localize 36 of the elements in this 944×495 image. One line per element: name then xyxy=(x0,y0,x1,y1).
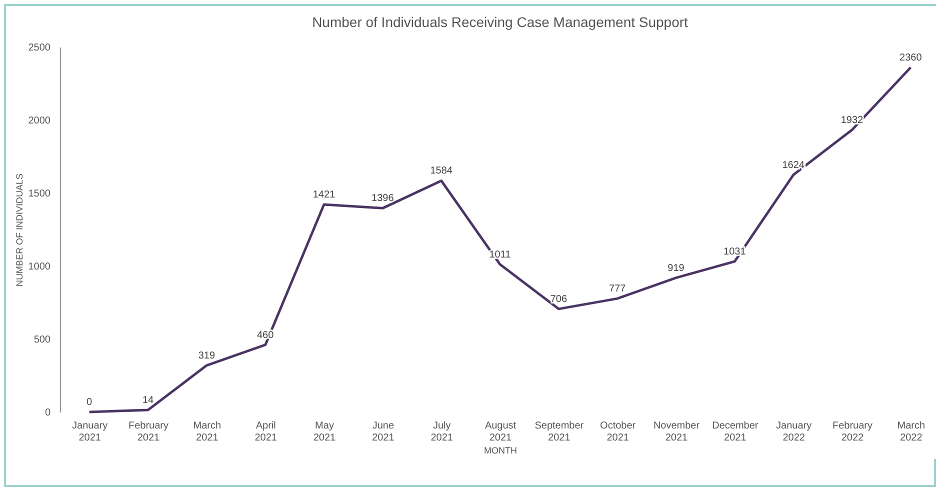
data-label: 2360 xyxy=(900,52,922,64)
x-tick-label: February 2021 xyxy=(128,420,169,444)
data-label: 1624 xyxy=(782,160,805,171)
x-tick-label: August 2021 xyxy=(484,420,516,444)
x-tick-label: January 2021 xyxy=(72,420,108,444)
data-label: 1396 xyxy=(372,193,394,204)
data-label: 1584 xyxy=(430,166,453,177)
x-tick-label: January 2022 xyxy=(776,420,812,444)
data-label: 0 xyxy=(86,397,93,408)
y-tick-label: 1000 xyxy=(28,262,51,272)
data-label: 919 xyxy=(668,262,685,274)
x-tick-label: September 2021 xyxy=(534,420,584,444)
x-tick-label: October 2021 xyxy=(600,420,636,444)
x-tick-label: November 2021 xyxy=(653,420,700,444)
x-tick-label: May 2021 xyxy=(313,420,336,444)
data-label: 706 xyxy=(550,294,568,305)
x-tick-label: December 2021 xyxy=(712,420,759,444)
x-tick-label: March 2021 xyxy=(193,420,222,444)
y-axis-title: NUMBER OF INDIVIDUALS xyxy=(14,173,24,287)
y-tick-label: 2500 xyxy=(28,42,51,54)
x-tick-label: July 2021 xyxy=(430,420,454,444)
data-label: 777 xyxy=(608,284,626,295)
y-tick-label: 500 xyxy=(34,334,51,346)
data-label: 14 xyxy=(142,394,154,406)
data-label: 319 xyxy=(198,350,216,362)
line-series xyxy=(88,66,912,414)
x-tick-label: April 2021 xyxy=(254,420,278,444)
x-tick-label: March 2022 xyxy=(897,420,926,444)
y-tick-label: 0 xyxy=(44,408,51,418)
x-tick-label: February 2022 xyxy=(832,420,873,444)
chart-title: Number of Individuals Receiving Case Management Support xyxy=(312,14,688,30)
y-tick-label: 2000 xyxy=(28,116,51,126)
y-tick-label: 1500 xyxy=(28,188,51,200)
x-tick-label: June 2021 xyxy=(372,420,395,444)
data-label: 1421 xyxy=(312,190,336,201)
x-axis-title: MONTH xyxy=(484,446,517,456)
